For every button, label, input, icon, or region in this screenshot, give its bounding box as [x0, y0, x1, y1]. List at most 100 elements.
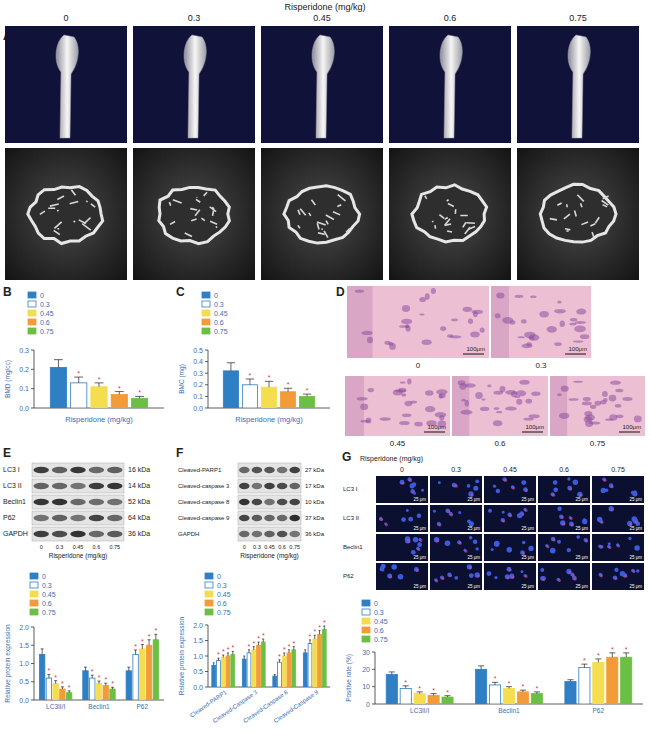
significance: *	[446, 689, 449, 696]
nucleus	[550, 548, 556, 554]
y-axis-label: BMC (mg)	[178, 364, 186, 394]
histology-cell	[399, 421, 410, 425]
scale-bar-label: 25 μm	[467, 526, 480, 531]
nucleus	[488, 509, 492, 513]
blot-band	[107, 515, 122, 521]
nucleus	[421, 489, 424, 492]
y-tick	[31, 663, 34, 664]
histology-cell	[554, 309, 566, 314]
histology-cell	[574, 325, 586, 332]
error-bar	[609, 653, 615, 657]
blot-band	[52, 515, 67, 521]
error-bar	[127, 667, 130, 671]
error-bar	[227, 653, 229, 656]
nucleus	[473, 486, 478, 491]
histology-cell	[585, 420, 593, 427]
blot-band	[33, 467, 48, 473]
histology-cell	[406, 325, 411, 331]
fluorescence-image	[592, 563, 644, 590]
trabecula	[463, 222, 466, 227]
blot-row-label: LC3 II	[3, 482, 22, 489]
stain	[380, 518, 383, 521]
nucleus	[494, 541, 499, 546]
significance: *	[68, 684, 71, 691]
error-bar	[262, 639, 264, 642]
trabecula	[57, 228, 59, 230]
trabecula	[185, 233, 192, 236]
nucleus	[487, 571, 492, 576]
significance: *	[54, 674, 57, 681]
blot-band	[52, 531, 67, 537]
y-axis-label: Relative protein expression	[4, 624, 12, 703]
nucleus	[605, 489, 609, 493]
microct-section	[389, 148, 511, 280]
histology-cell	[496, 293, 504, 299]
blot-strip	[238, 527, 301, 541]
bone-3d	[568, 35, 590, 138]
blot-row-label: Beclin1	[3, 498, 26, 505]
error-bar	[274, 675, 276, 677]
error-bar	[595, 659, 601, 662]
significance: *	[522, 683, 525, 690]
bone-3d	[56, 35, 78, 138]
histology-cell	[557, 300, 561, 303]
significance: *	[154, 627, 157, 634]
histology-cell	[425, 406, 436, 412]
histology-cell	[494, 407, 500, 410]
blot-size-label: 64 kDa	[128, 514, 150, 521]
y-axis	[208, 350, 209, 408]
trabecula	[447, 200, 449, 201]
blot-band	[52, 499, 67, 505]
blot-band	[289, 483, 300, 489]
fluorescence-image	[592, 505, 644, 532]
bar	[414, 694, 425, 704]
legend-swatch	[28, 292, 36, 298]
nucleus	[614, 568, 618, 572]
legend-swatch	[28, 310, 36, 316]
dose-label: 0.45	[390, 439, 406, 448]
trabecula	[466, 222, 474, 224]
trabecula	[204, 192, 207, 196]
blot-band	[52, 467, 67, 473]
fluorescence-image	[484, 476, 536, 503]
significance: *	[278, 653, 281, 660]
bar	[126, 671, 131, 700]
significance: *	[262, 632, 265, 639]
stain	[542, 578, 545, 581]
cortical-bone	[540, 184, 616, 242]
y-tick	[205, 671, 208, 672]
dose-label: 0	[400, 466, 404, 473]
stain	[525, 489, 528, 492]
trabecula	[79, 220, 86, 224]
fluorescence-image	[538, 534, 590, 561]
stain	[449, 574, 452, 577]
nucleus	[467, 519, 471, 523]
nucleus	[434, 578, 437, 581]
legend-label: 0.6	[40, 319, 50, 326]
scale-bar	[522, 432, 543, 433]
y-tick-label: 1.0	[19, 660, 29, 667]
error-bar	[253, 647, 255, 650]
blot-row-label: Cleaved-PARP1	[178, 467, 222, 473]
nucleus	[567, 548, 571, 552]
dose-label: 0.6	[559, 466, 569, 473]
trabecula	[595, 217, 599, 223]
significance: *	[288, 643, 291, 650]
trabecula	[212, 211, 215, 216]
blot-band	[264, 531, 275, 537]
trabecula	[575, 211, 577, 217]
histology-cell	[480, 407, 489, 411]
nucleus	[440, 575, 444, 579]
blot-band	[239, 467, 250, 473]
stain	[572, 574, 575, 577]
trabecula	[201, 218, 204, 221]
nucleus	[602, 478, 606, 482]
histology-cell	[475, 392, 483, 399]
nucleus	[380, 567, 385, 572]
bar	[217, 661, 221, 687]
nucleus	[631, 491, 635, 495]
blot-x-label: Risperidone (mg/kg)	[240, 552, 299, 560]
nucleus	[567, 486, 572, 491]
histology-cell	[584, 411, 592, 417]
trabecula	[216, 226, 217, 227]
